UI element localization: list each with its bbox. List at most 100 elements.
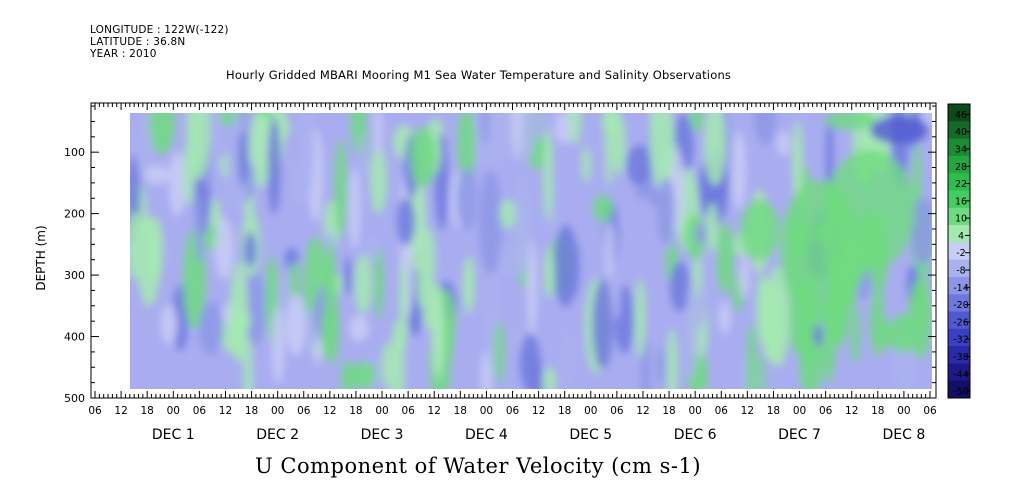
heatmap-blob: [634, 278, 646, 359]
heatmap-blob: [706, 202, 719, 251]
colorbar-label: -8: [956, 266, 965, 277]
heatmap-blob: [792, 120, 804, 206]
heatmap-blob: [494, 321, 505, 383]
heatmap-blob: [354, 253, 373, 315]
x-hour-tick-label: 06: [610, 405, 624, 417]
heatmap-blob: [649, 113, 675, 189]
heatmap-blob: [870, 116, 930, 144]
heatmap-blob: [657, 177, 675, 245]
colorbar-swatch: [948, 225, 970, 243]
colorbar-swatch: [948, 276, 970, 295]
heatmap-blob: [762, 279, 772, 353]
x-hour-tick-label: 00: [271, 405, 284, 417]
colorbar-label: -38: [953, 352, 969, 363]
x-day-label: DEC 8: [883, 427, 926, 443]
heatmap-blob: [160, 304, 178, 345]
colorbar-label: -26: [953, 317, 969, 328]
heatmap-blob: [422, 228, 436, 290]
heatmap-blob: [513, 176, 531, 276]
heatmap-blob: [754, 113, 776, 145]
heatmap-blob: [567, 113, 582, 145]
x-axis-title: U Component of Water Velocity (cm s-1): [255, 454, 702, 478]
x-hour-tick-label: 00: [897, 405, 910, 417]
x-hour-tick-label: 12: [323, 405, 336, 417]
heatmap-blob: [869, 291, 886, 357]
heatmap-blob: [534, 356, 543, 389]
colorbar-border: [947, 103, 971, 399]
heatmap-blob: [581, 145, 591, 183]
colorbar-swatch: [948, 363, 970, 382]
x-hour-tick-label: 06: [193, 405, 207, 417]
heatmap-blob: [462, 256, 476, 314]
heatmap-field: [130, 113, 932, 389]
y-axis-label: DEPTH (m): [34, 225, 48, 290]
heatmap-blob: [694, 222, 708, 245]
colorbar-label: 40: [955, 127, 967, 138]
heatmap-blob: [561, 328, 574, 388]
heatmap-blob: [374, 246, 384, 320]
colorbar-swatch: [948, 311, 970, 330]
colorbar-swatch: [948, 173, 970, 191]
x-day-label: DEC 1: [152, 427, 195, 443]
heatmap-blob: [604, 221, 615, 278]
x-hour-tick-label: 12: [219, 405, 232, 417]
x-hour-tick-label: 18: [871, 405, 884, 417]
latitude-label: LATITUDE : 36.8N: [90, 36, 186, 48]
x-hour-tick-label: 18: [245, 405, 258, 417]
y-tick-label: 200: [64, 208, 85, 221]
x-hour-tick-label: 18: [767, 405, 780, 417]
heatmap-blob: [479, 171, 502, 275]
x-hour-tick-label: 00: [688, 405, 701, 417]
x-hour-tick-label: 06: [923, 405, 937, 417]
chart-title: Hourly Gridded MBARI Mooring M1 Sea Wate…: [226, 68, 732, 82]
x-hour-tick-label: 06: [297, 405, 311, 417]
colorbar-label: -50: [953, 387, 969, 398]
colorbar-swatch: [948, 104, 970, 122]
heatmap-blob: [243, 232, 257, 268]
colorbar-label: -44: [953, 369, 969, 380]
heatmap-blob: [456, 167, 477, 231]
heatmap-blob: [186, 113, 211, 180]
heatmap-blob: [825, 113, 875, 130]
x-hour-tick-label: 12: [636, 405, 649, 417]
heatmap-blob: [526, 239, 538, 336]
colorbar: 46 40 34 28 22 16 10 4 -2 -8 -14 -20 -26 -32 -38 -44 -50: [947, 103, 971, 399]
x-hour-tick-label: 18: [454, 405, 467, 417]
plot-frame: [90, 102, 937, 399]
y-tick-label: 100: [64, 146, 85, 159]
colorbar-label: 46: [955, 110, 967, 121]
x-day-label: DEC 5: [569, 427, 612, 443]
heatmap-blob: [776, 130, 791, 157]
heatmap-blob: [746, 323, 757, 389]
heatmap-blob: [555, 113, 572, 145]
colorbar-swatch: [948, 380, 970, 399]
x-day-label: DEC 3: [361, 427, 404, 443]
heatmap-blob: [553, 224, 579, 307]
heatmap-blob: [480, 113, 490, 145]
x-hour-tick-label: 12: [532, 405, 545, 417]
heatmap-blob: [373, 113, 383, 157]
x-hour-tick-label: 12: [428, 405, 441, 417]
heatmap-blob: [130, 211, 142, 280]
colorbar-label: -2: [956, 248, 965, 259]
colorbar-swatch: [948, 190, 970, 209]
heatmap-blob: [341, 360, 357, 389]
heatmap-blob: [397, 197, 416, 246]
heatmap-blob: [716, 222, 734, 295]
heatmap-blob: [369, 146, 388, 214]
colorbar-swatch: [948, 121, 970, 140]
x-hour-tick-label: 00: [584, 405, 597, 417]
heatmap-blob: [168, 151, 186, 217]
heatmap-blob: [198, 301, 224, 355]
heatmap-blob: [850, 304, 860, 364]
x-hour-tick-label: 06: [715, 405, 729, 417]
x-day-label: DEC 7: [778, 427, 821, 443]
heatmap-blob: [670, 261, 691, 312]
heatmap-blob: [543, 128, 553, 222]
heatmap-blob: [907, 279, 932, 359]
heatmap-blob: [144, 164, 170, 185]
heatmap-blob: [248, 113, 272, 188]
colorbar-swatch: [948, 346, 970, 364]
heatmap-blob: [457, 113, 476, 182]
